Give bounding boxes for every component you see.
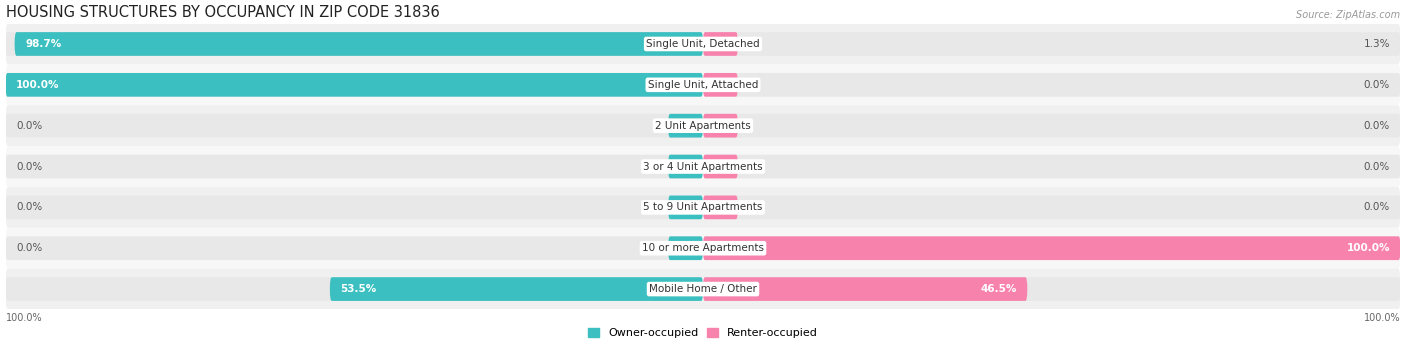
Text: HOUSING STRUCTURES BY OCCUPANCY IN ZIP CODE 31836: HOUSING STRUCTURES BY OCCUPANCY IN ZIP C… — [6, 5, 439, 20]
FancyBboxPatch shape — [703, 195, 738, 219]
Text: 10 or more Apartments: 10 or more Apartments — [643, 243, 763, 253]
Text: Single Unit, Detached: Single Unit, Detached — [647, 39, 759, 49]
Text: 0.0%: 0.0% — [1364, 121, 1391, 131]
Text: 1.3%: 1.3% — [1364, 39, 1391, 49]
FancyBboxPatch shape — [6, 228, 1400, 269]
Text: 0.0%: 0.0% — [15, 162, 42, 172]
FancyBboxPatch shape — [6, 105, 1400, 146]
FancyBboxPatch shape — [703, 155, 1400, 178]
Text: 100.0%: 100.0% — [1364, 313, 1400, 323]
FancyBboxPatch shape — [668, 155, 703, 178]
FancyBboxPatch shape — [6, 269, 1400, 310]
Text: 46.5%: 46.5% — [980, 284, 1017, 294]
Text: Source: ZipAtlas.com: Source: ZipAtlas.com — [1296, 10, 1400, 20]
FancyBboxPatch shape — [703, 155, 738, 178]
FancyBboxPatch shape — [703, 236, 1400, 260]
FancyBboxPatch shape — [703, 114, 1400, 137]
FancyBboxPatch shape — [703, 114, 738, 137]
FancyBboxPatch shape — [14, 32, 703, 56]
Text: 100.0%: 100.0% — [15, 80, 59, 90]
Text: Single Unit, Attached: Single Unit, Attached — [648, 80, 758, 90]
Text: 0.0%: 0.0% — [15, 243, 42, 253]
FancyBboxPatch shape — [6, 73, 703, 97]
Text: 100.0%: 100.0% — [6, 313, 42, 323]
Text: 0.0%: 0.0% — [1364, 80, 1391, 90]
Text: 0.0%: 0.0% — [1364, 202, 1391, 212]
Text: 5 to 9 Unit Apartments: 5 to 9 Unit Apartments — [644, 202, 762, 212]
Text: 100.0%: 100.0% — [1347, 243, 1391, 253]
FancyBboxPatch shape — [703, 195, 1400, 219]
Text: Mobile Home / Other: Mobile Home / Other — [650, 284, 756, 294]
FancyBboxPatch shape — [703, 277, 1028, 301]
Text: 0.0%: 0.0% — [15, 202, 42, 212]
Text: 0.0%: 0.0% — [15, 121, 42, 131]
FancyBboxPatch shape — [6, 32, 703, 56]
Text: 53.5%: 53.5% — [340, 284, 377, 294]
FancyBboxPatch shape — [6, 277, 703, 301]
Text: 98.7%: 98.7% — [25, 39, 62, 49]
FancyBboxPatch shape — [668, 236, 703, 260]
FancyBboxPatch shape — [6, 73, 703, 97]
FancyBboxPatch shape — [6, 236, 703, 260]
FancyBboxPatch shape — [6, 195, 703, 219]
FancyBboxPatch shape — [703, 277, 1400, 301]
FancyBboxPatch shape — [703, 73, 1400, 97]
FancyBboxPatch shape — [668, 114, 703, 137]
FancyBboxPatch shape — [6, 24, 1400, 64]
FancyBboxPatch shape — [6, 146, 1400, 187]
Text: 2 Unit Apartments: 2 Unit Apartments — [655, 121, 751, 131]
Text: 3 or 4 Unit Apartments: 3 or 4 Unit Apartments — [643, 162, 763, 172]
FancyBboxPatch shape — [703, 236, 1400, 260]
Legend: Owner-occupied, Renter-occupied: Owner-occupied, Renter-occupied — [588, 328, 818, 338]
FancyBboxPatch shape — [703, 32, 1400, 56]
FancyBboxPatch shape — [6, 187, 1400, 228]
FancyBboxPatch shape — [6, 64, 1400, 105]
FancyBboxPatch shape — [6, 155, 703, 178]
FancyBboxPatch shape — [703, 73, 738, 97]
FancyBboxPatch shape — [330, 277, 703, 301]
FancyBboxPatch shape — [668, 195, 703, 219]
Text: 0.0%: 0.0% — [1364, 162, 1391, 172]
FancyBboxPatch shape — [6, 114, 703, 137]
FancyBboxPatch shape — [703, 32, 738, 56]
